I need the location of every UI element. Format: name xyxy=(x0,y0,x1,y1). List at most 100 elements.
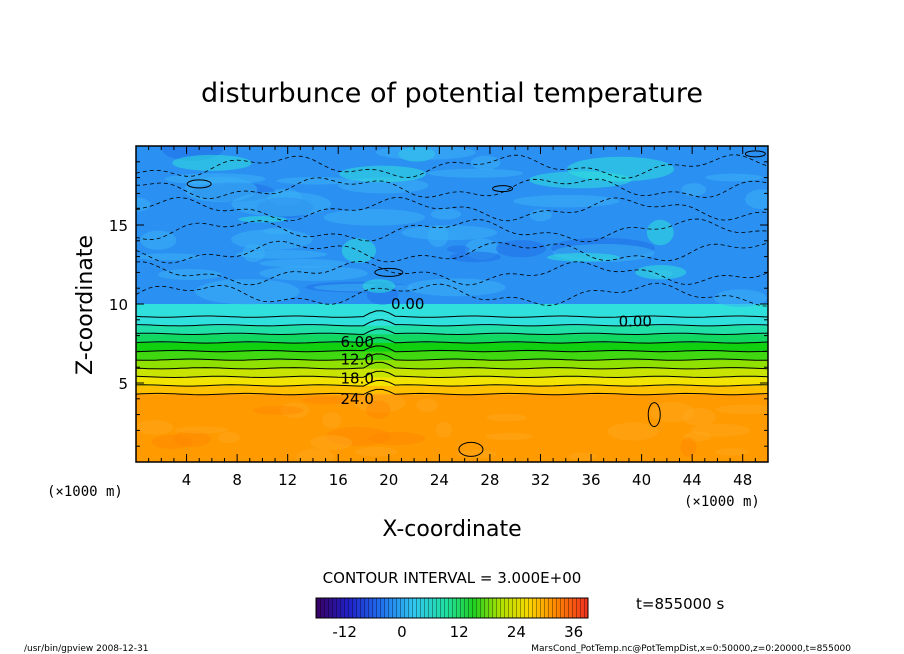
texture-patch xyxy=(323,209,426,226)
contour-line xyxy=(136,370,768,379)
texture-patch xyxy=(276,176,356,185)
texture-patch xyxy=(607,422,659,441)
x-tick-label: 12 xyxy=(278,471,297,489)
texture-patch xyxy=(635,265,687,280)
texture-patch xyxy=(447,245,470,253)
texture-patch xyxy=(339,165,427,183)
texture-patch xyxy=(416,398,438,413)
texture-patch xyxy=(157,269,222,281)
texture-patch xyxy=(529,208,552,222)
texture-patch xyxy=(139,230,177,250)
texture-patch xyxy=(745,189,768,210)
x-unit-right: (×1000 m) xyxy=(684,494,760,510)
texture-patch xyxy=(705,173,763,182)
colorbar-frame xyxy=(315,597,589,619)
texture-patch xyxy=(470,155,501,170)
texture-patch xyxy=(338,177,429,194)
contour-label: 0.00 xyxy=(391,295,424,313)
band-mid xyxy=(136,325,768,335)
contour-label: 24.0 xyxy=(340,390,373,408)
y-axis-ticks: 5 10 15 xyxy=(109,161,768,447)
texture-patch xyxy=(401,225,498,241)
texture-patch xyxy=(486,413,527,422)
y-tick-label: 15 xyxy=(109,217,128,235)
texture-patch xyxy=(231,191,332,217)
texture-patch xyxy=(449,251,501,263)
texture-patch xyxy=(310,435,353,451)
contour-line xyxy=(136,337,768,344)
texture-patch xyxy=(646,219,674,246)
x-tick-label: 36 xyxy=(581,471,600,489)
x-tick-label: 24 xyxy=(430,471,449,489)
texture-patch xyxy=(172,154,252,171)
contour-line-dashed xyxy=(136,260,768,286)
contour-loop xyxy=(744,150,766,158)
contour-label: 18.0 xyxy=(340,369,373,387)
x-tick-label: 44 xyxy=(683,471,702,489)
contour-line xyxy=(136,379,768,387)
texture-patch xyxy=(322,412,342,429)
x-tick-label: 20 xyxy=(379,471,398,489)
texture-patch xyxy=(528,171,632,189)
x-unit-left: (×1000 m) xyxy=(47,484,123,500)
contour-lines xyxy=(136,150,768,457)
contour-line-dashed xyxy=(136,154,768,179)
texture-patch xyxy=(136,253,201,261)
texture-patch xyxy=(715,448,749,456)
texture-patch xyxy=(366,400,391,420)
x-tick-label: 48 xyxy=(733,471,752,489)
texture-patch xyxy=(355,446,398,457)
texture-patch xyxy=(325,426,391,446)
texture-patch xyxy=(362,279,396,293)
contour-label: 6.00 xyxy=(340,333,373,351)
contour-line-dashed xyxy=(136,197,768,222)
contour-line xyxy=(136,319,768,327)
contour-loop xyxy=(458,441,484,457)
texture-patch xyxy=(184,176,258,203)
colorbar: -12 0 12 24 36 xyxy=(315,597,589,641)
y-tick-label: 10 xyxy=(109,296,128,314)
texture-patch xyxy=(435,421,452,438)
contour-line xyxy=(136,361,768,370)
contour-label: 0.00 xyxy=(619,312,652,330)
heatmap-area xyxy=(136,146,768,462)
texture-patch xyxy=(427,168,524,178)
texture-patch xyxy=(195,278,300,305)
texture-patch xyxy=(681,183,707,197)
band-mid xyxy=(136,376,768,386)
time-label: t=855000 s xyxy=(636,595,724,613)
band-mid xyxy=(136,351,768,361)
contour-loop xyxy=(492,185,514,193)
contour-line xyxy=(136,310,768,318)
colorbar-tick-label: 12 xyxy=(450,623,469,641)
texture-patch xyxy=(430,208,462,220)
texture-patch xyxy=(368,431,426,446)
texture-patch xyxy=(375,146,476,160)
contour-line xyxy=(136,345,768,353)
texture-patch xyxy=(683,431,712,442)
band-transition xyxy=(136,304,768,317)
contour-line xyxy=(136,388,768,396)
texture-patch xyxy=(354,392,406,413)
contour-label: 12.0 xyxy=(340,350,373,368)
texture-patch xyxy=(714,289,767,308)
texture-patch xyxy=(242,244,266,263)
contour-line-dashed xyxy=(136,282,768,307)
contour-line-dashed xyxy=(136,218,768,243)
x-tick-label: 28 xyxy=(480,471,499,489)
footer-right: MarsCond_PotTemp.nc@PotTempDist,x=0:5000… xyxy=(531,644,851,654)
texture-patch xyxy=(715,404,768,415)
texture-patch xyxy=(172,430,211,448)
texture-patch xyxy=(568,452,598,461)
contour-line xyxy=(136,328,768,336)
y-axis-label: Z-coordinate xyxy=(73,235,98,375)
contour-loop xyxy=(374,267,404,277)
band-mid xyxy=(136,385,768,395)
texture-patch xyxy=(151,434,193,450)
band-mid xyxy=(136,342,768,352)
x-tick-label: 8 xyxy=(232,471,242,489)
texture-patch xyxy=(301,396,348,405)
texture-patch xyxy=(280,402,310,419)
contour-interval-text: CONTOUR INTERVAL = 3.000E+00 xyxy=(323,569,582,587)
band-mid xyxy=(136,368,768,378)
